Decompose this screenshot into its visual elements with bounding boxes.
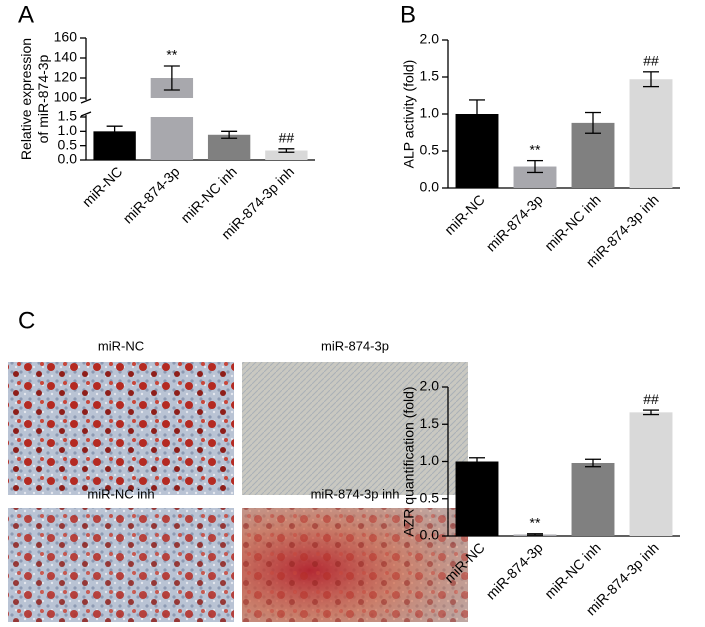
y-tick-label: 140: [54, 49, 78, 65]
x-tick-label: miR-874-3p: [120, 163, 183, 226]
significance-label: ##: [279, 130, 295, 146]
y-axis-label: Relative expression: [18, 38, 34, 160]
significance-label: **: [530, 514, 541, 530]
bar: [629, 79, 673, 188]
x-tick-label: miR-NC inh: [177, 163, 239, 225]
y-tick-label: 1.0: [58, 122, 78, 138]
x-tick-label: miR-NC inh: [541, 191, 603, 253]
y-axis-label: AZR quantification (fold): [401, 386, 417, 536]
y-tick-label: 1.5: [420, 68, 440, 84]
y-tick-label: 0.0: [420, 527, 440, 543]
significance-label: ##: [643, 53, 659, 69]
image-stain: [8, 508, 234, 622]
significance-label: ##: [643, 391, 659, 407]
panel-label: A: [18, 1, 34, 28]
y-tick-label: 0.5: [420, 489, 440, 505]
x-tick-label: miR-874-3p: [483, 539, 546, 602]
x-tick-label: miR-NC: [441, 191, 488, 238]
axis-break: [80, 111, 92, 117]
bar: [207, 134, 251, 160]
x-tick-label: miR-874-3p: [483, 191, 546, 254]
image-label: miR-874-3p: [321, 338, 389, 353]
y-tick-label: 160: [54, 29, 78, 45]
significance-label: **: [166, 47, 177, 63]
y-tick-label: 1.0: [420, 105, 440, 121]
bar: [513, 166, 557, 188]
y-axis-label: ALP activity (fold): [401, 60, 417, 169]
bar: [150, 117, 194, 160]
stain-images: miR-NC miR-874-3p miR-NC inh miR-874-3p …: [8, 338, 468, 622]
image-stain: [242, 508, 468, 622]
y-tick-label: 1.0: [420, 452, 440, 468]
x-tick-label: miR-NC inh: [541, 539, 603, 601]
y-tick-label: 0.0: [420, 179, 440, 195]
y-tick-label: 0.5: [420, 142, 440, 158]
image-bg: [242, 362, 468, 495]
image-label: miR-874-3p inh: [311, 486, 400, 501]
y-tick-label: 2.0: [420, 378, 440, 394]
panel-label: B: [400, 1, 416, 28]
bar: [571, 462, 615, 536]
axis-break: [80, 98, 92, 104]
x-tick-label: miR-NC: [79, 163, 126, 210]
significance-label: **: [530, 141, 541, 157]
bar: [629, 412, 673, 536]
image-label: miR-NC: [98, 338, 144, 353]
y-axis-label: of miR-874-3p: [35, 54, 51, 143]
y-tick-label: 100: [54, 89, 78, 105]
y-tick-label: 1.5: [420, 415, 440, 431]
panel-label: C: [18, 307, 35, 334]
y-tick-label: 1.5: [58, 108, 78, 124]
bar: [265, 150, 308, 160]
image-stain: [8, 362, 234, 495]
y-tick-label: 0.0: [58, 151, 78, 167]
y-tick-label: 0.5: [58, 136, 78, 152]
y-tick-label: 2.0: [420, 31, 440, 47]
y-tick-label: 120: [54, 69, 78, 85]
image-label: miR-NC inh: [87, 486, 154, 501]
bar: [455, 461, 499, 536]
